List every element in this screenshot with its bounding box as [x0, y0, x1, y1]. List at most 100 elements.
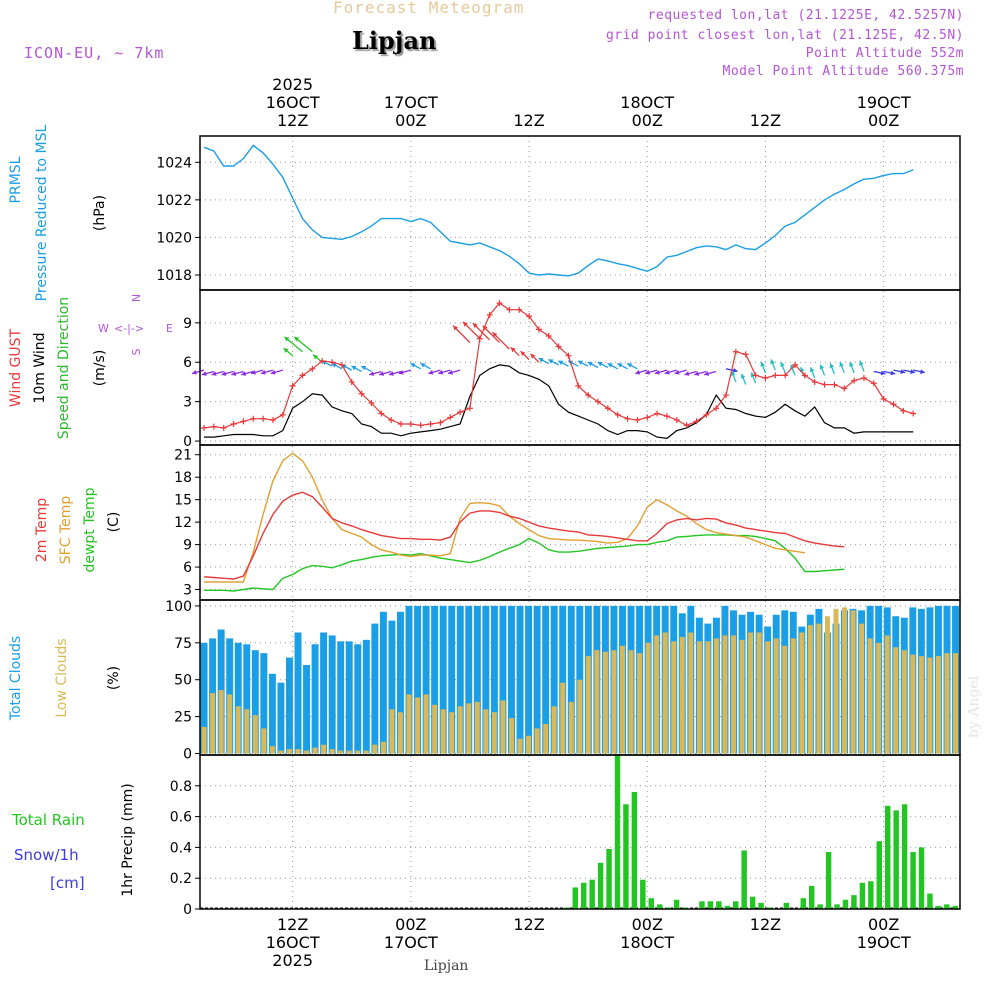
low-cloud-bar	[346, 750, 352, 754]
gust-marker	[338, 361, 345, 368]
wind-arrow-head	[635, 369, 641, 375]
rain-bar	[825, 852, 832, 909]
wind-unit: (m/s)	[92, 350, 108, 387]
low-cloud-bar	[679, 636, 685, 754]
wind-arrow-head	[211, 371, 217, 376]
wind-arrow-head	[704, 371, 710, 376]
y-tick-label: 9	[183, 316, 192, 332]
gust-marker	[299, 372, 306, 379]
low-cloud-bar	[432, 704, 438, 754]
rain-bar	[716, 901, 722, 909]
low-cloud-bar	[705, 641, 711, 754]
y-tick-label: 25	[174, 710, 192, 726]
rain-bar	[589, 879, 595, 909]
y-tick-label: 0	[183, 902, 192, 918]
wind-arrow-head	[829, 363, 835, 369]
total-cloud-bar	[277, 682, 285, 754]
wind-direction-arrow	[221, 370, 234, 376]
wind-direction-arrow	[388, 370, 402, 376]
gust-marker	[595, 398, 601, 405]
wind-arrow-head	[538, 358, 544, 363]
wind-arrow-head	[270, 369, 276, 375]
pressure-line	[203, 144, 914, 277]
wind-direction-arrow	[548, 358, 559, 366]
wind-arrow-head	[472, 323, 478, 328]
wind-arrow-head	[463, 321, 468, 327]
gust-marker	[703, 411, 710, 418]
gust-marker	[900, 407, 907, 414]
precip-unit: 1hr Precip (mm)	[120, 783, 136, 896]
low-cloud-bar	[304, 750, 310, 754]
total-cloud-bar	[294, 632, 302, 754]
low-cloud-bar	[884, 635, 890, 754]
low-cloud-bar	[449, 712, 455, 754]
rain-bar	[682, 907, 688, 909]
low-cloud-bar	[739, 639, 745, 754]
wind-arrow-head	[674, 369, 680, 375]
low-cloud-bar	[662, 632, 668, 754]
precip-frame	[199, 754, 961, 910]
low-cloud-bar	[790, 638, 796, 754]
wind-direction-arrow	[903, 369, 916, 374]
total-cloud-bar	[285, 657, 293, 754]
gust-marker	[841, 385, 848, 392]
low-cloud-bar	[363, 750, 369, 754]
wind-arrow-head	[438, 369, 444, 375]
bottom-time-label: 12Z	[277, 915, 308, 934]
bottom-time-label: 16OCT	[266, 933, 320, 952]
gust-marker	[860, 375, 867, 382]
rain-bar	[724, 905, 730, 909]
gust-marker	[575, 382, 582, 389]
wind-panel: 0 3 6 9 Wind GUST 10m Wind Speed and Direction…	[8, 294, 960, 450]
total-cloud-bar	[550, 605, 558, 754]
low-cloud-bar	[466, 703, 472, 754]
point-altitude: Point Altitude 552m	[805, 46, 964, 61]
low-cloud-bar	[816, 623, 822, 754]
wind-arrow-head	[369, 371, 375, 376]
wind-arrow-head	[910, 369, 915, 374]
wind-direction-arrow	[829, 363, 836, 375]
total-cloud-bar	[405, 605, 413, 754]
rain-bar	[766, 907, 773, 909]
total-cloud-bar	[482, 605, 490, 754]
rain-bar	[910, 852, 916, 909]
wind-direction-arrow	[201, 370, 215, 376]
total-cloud-bar	[508, 605, 515, 754]
wind-speed-line	[204, 364, 914, 440]
y-tick-label: 9	[183, 538, 192, 554]
top-time-label: 00Z	[632, 111, 663, 130]
low-cloud-bar	[628, 650, 634, 754]
wind-arrow-head	[731, 371, 736, 377]
pressure-label-prmsl: PRMSL	[8, 156, 24, 203]
total-cloud-bar	[354, 644, 362, 754]
low-cloud-bar	[688, 632, 694, 754]
compass-north: N	[130, 294, 143, 302]
total-cloud-bar	[320, 632, 328, 754]
low-cloud-bar	[218, 690, 224, 754]
low-cloud-bar	[918, 656, 924, 754]
gust-marker	[811, 378, 818, 385]
y-tick-label: 0	[183, 747, 192, 763]
gust-marker	[289, 382, 296, 389]
wind-direction-arrow	[452, 325, 471, 344]
rain-bar	[885, 805, 891, 909]
low-cloud-bar	[654, 635, 660, 754]
low-cloud-bar	[312, 747, 318, 754]
gust-marker	[368, 399, 375, 406]
low-cloud-bar	[927, 657, 933, 754]
gust-marker	[890, 401, 897, 408]
wind-direction-arrow	[859, 360, 865, 372]
wind-arrow-head	[664, 369, 670, 375]
top-time-label: 12Z	[513, 111, 544, 130]
gust-marker	[230, 420, 237, 427]
gust-marker	[535, 326, 542, 333]
temp-label-2m: 2m Temp	[34, 498, 50, 562]
pressure-label-msl: Pressure Reduced to MSL	[34, 124, 50, 301]
panel-frames	[199, 135, 961, 910]
gust-marker	[732, 348, 739, 355]
wind-arrow-head	[331, 363, 337, 368]
gust-marker	[358, 390, 365, 397]
gust-marker	[388, 417, 395, 424]
rain-bar	[673, 899, 680, 909]
